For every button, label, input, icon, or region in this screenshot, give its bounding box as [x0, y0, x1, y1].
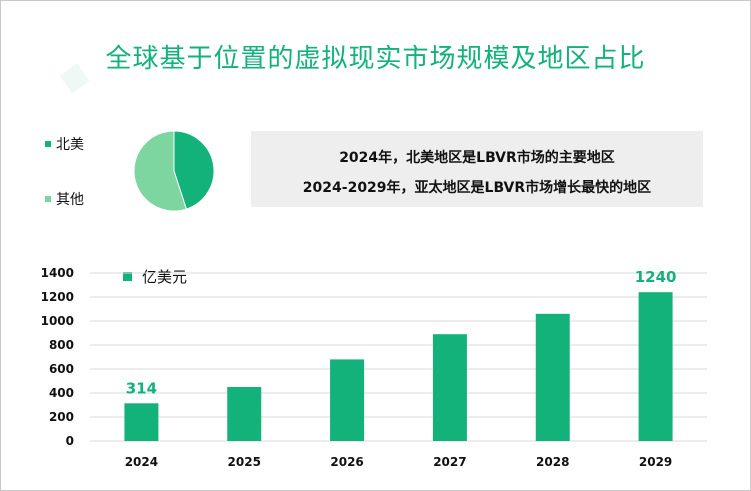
- legend-swatch-other: [45, 196, 51, 202]
- pie-slice-other: [133, 130, 187, 212]
- callout-line-1: 2024年，北美地区是LBVR市场的主要地区: [339, 150, 615, 166]
- pie-chart: [133, 130, 215, 212]
- pie-legend-label: 其他: [56, 192, 84, 208]
- chart-title: 全球基于位置的虚拟现实市场规模及地区占比: [105, 44, 646, 74]
- pie-slice-north-america: [173, 130, 215, 210]
- pie-legend-north-america: 北美: [45, 134, 84, 154]
- pie-legend-other: 其他: [45, 189, 84, 209]
- pie-legend-label: 北美: [56, 137, 84, 153]
- callout-box: 2024年，北美地区是LBVR市场的主要地区 2024-2029年，亚太地区是L…: [251, 131, 703, 207]
- bar-legend: 亿美元: [123, 266, 187, 287]
- callout-line-2: 2024-2029年，亚太地区是LBVR市场增长最快的地区: [302, 180, 652, 196]
- bar-legend-label: 亿美元: [142, 268, 188, 286]
- legend-swatch-north-america: [45, 141, 51, 147]
- legend-swatch-bar: [123, 272, 132, 281]
